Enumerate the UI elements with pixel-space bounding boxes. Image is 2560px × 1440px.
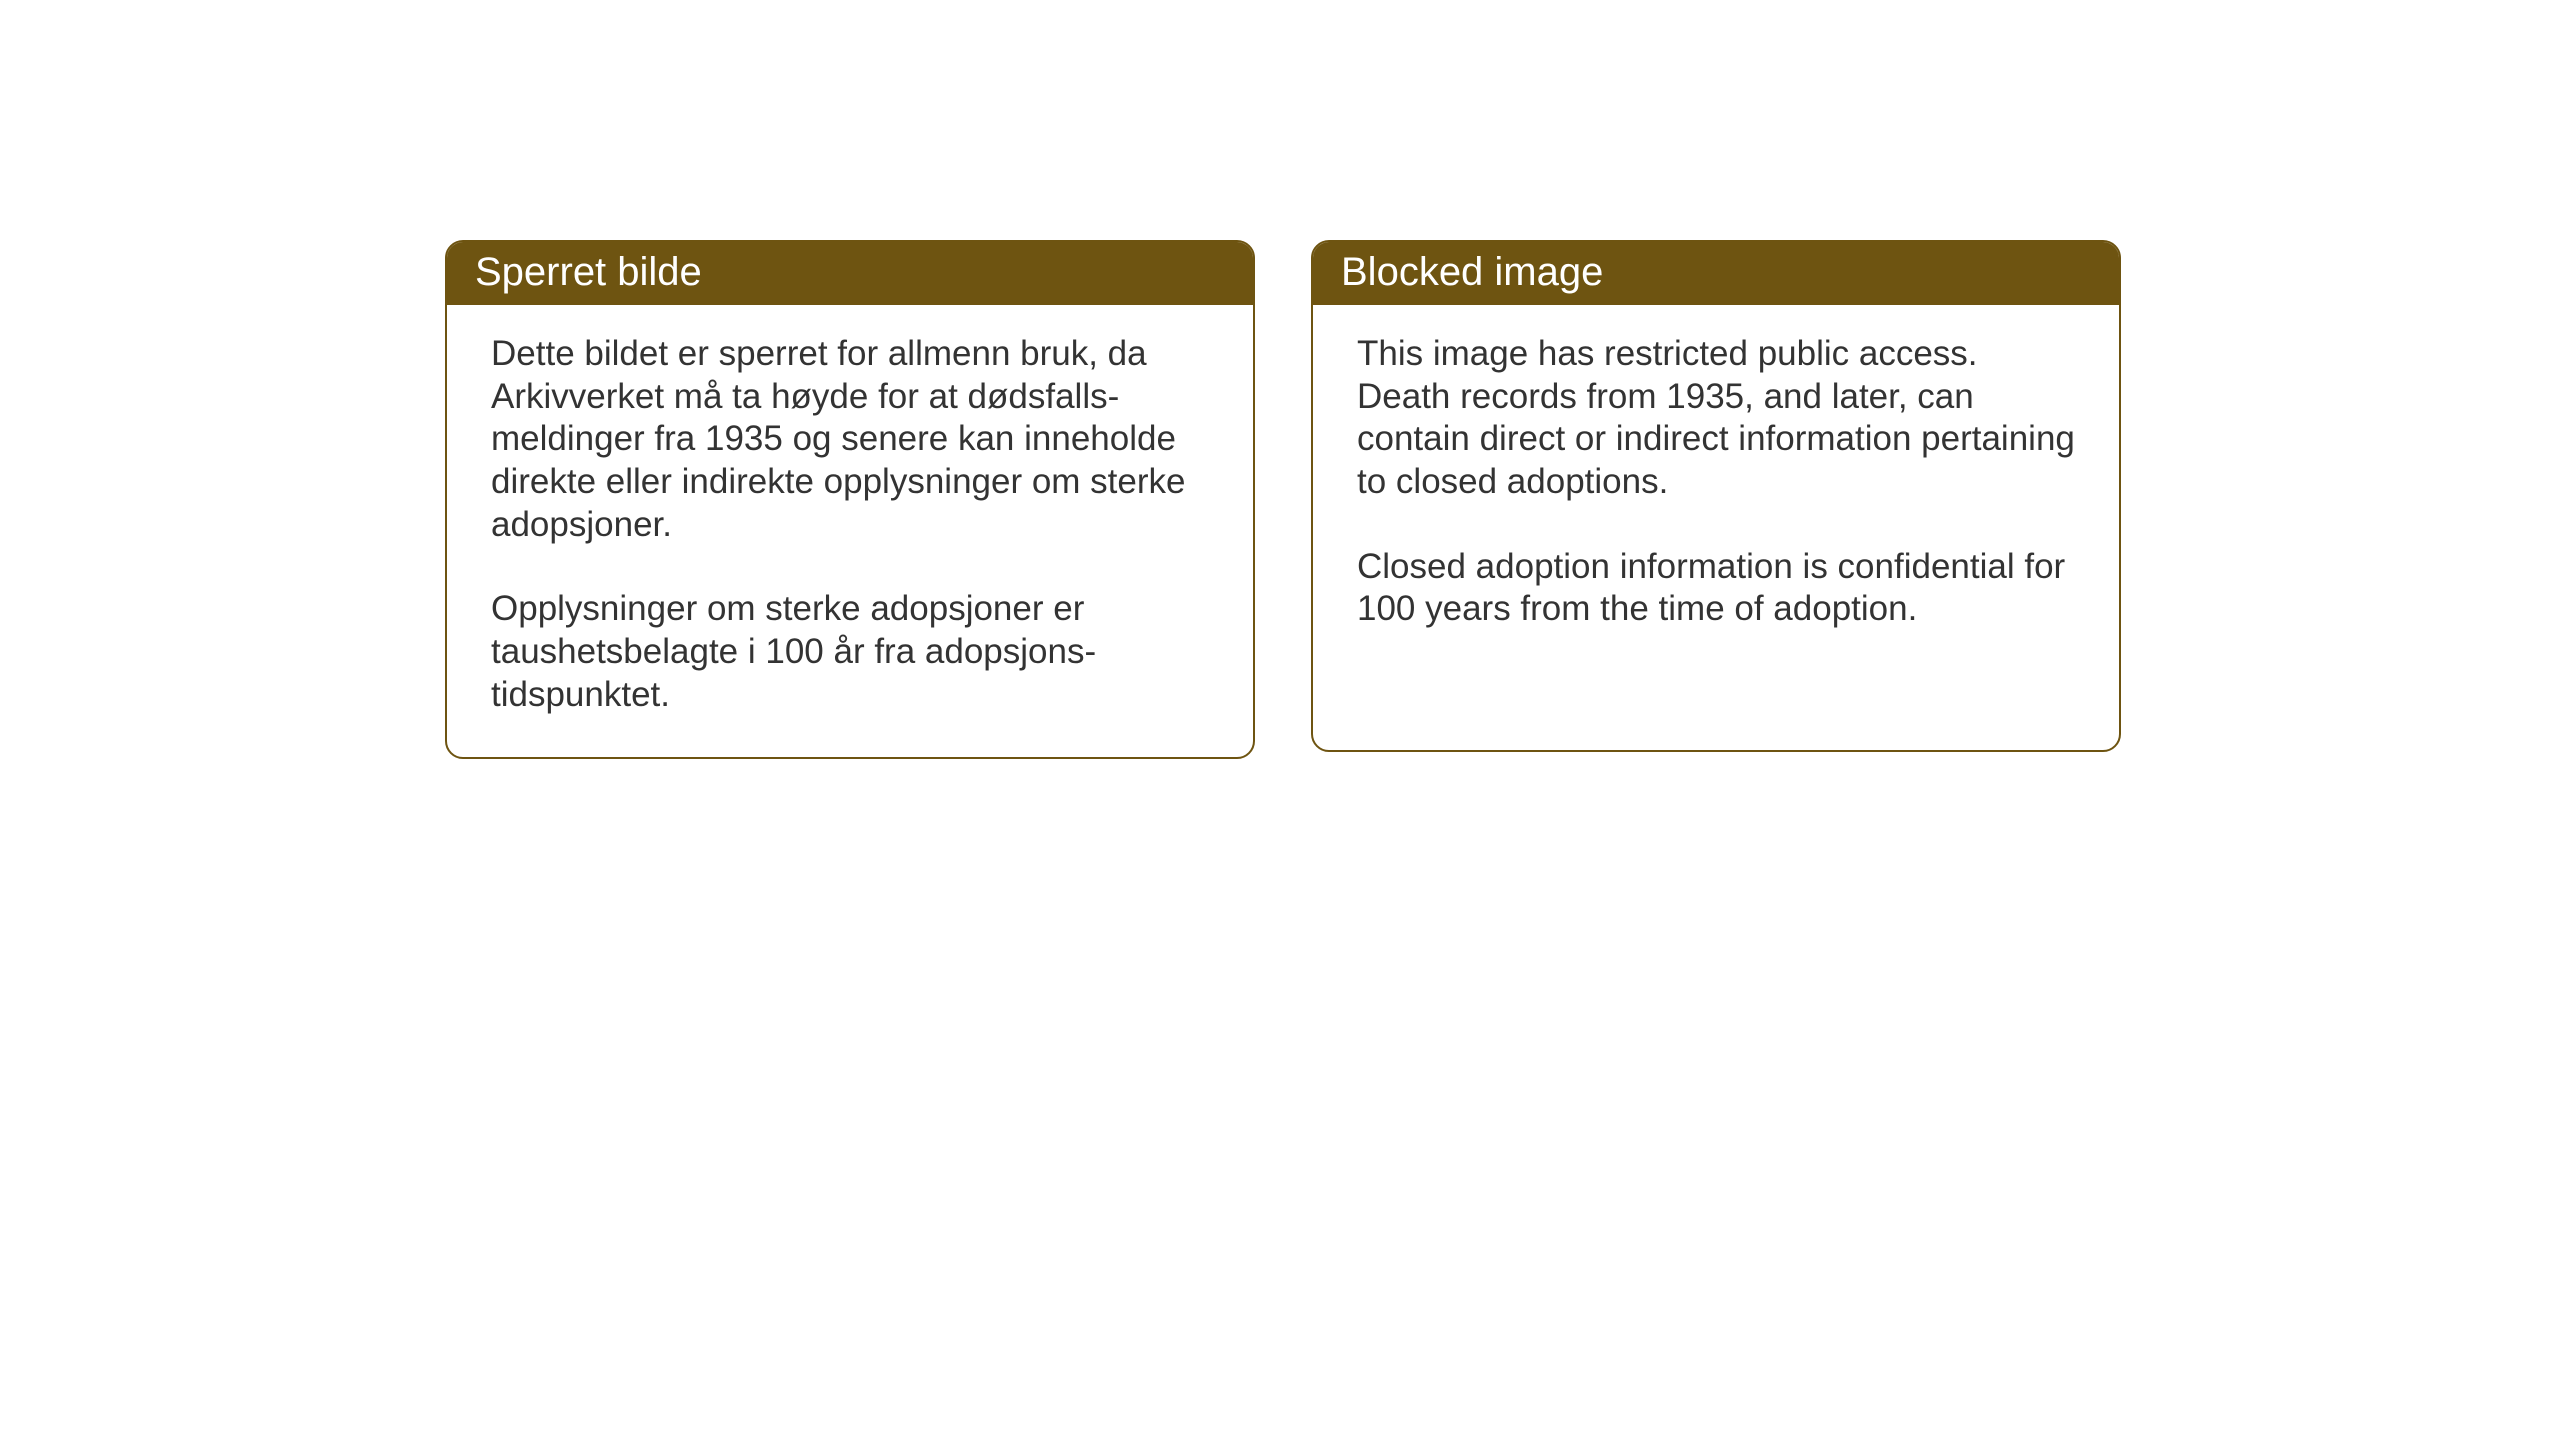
card-body-english: This image has restricted public access.… bbox=[1313, 305, 2119, 671]
card-header-english: Blocked image bbox=[1313, 242, 2119, 305]
card-paragraph-english-2: Closed adoption information is confident… bbox=[1357, 546, 2075, 631]
card-paragraph-norwegian-2: Opplysninger om sterke adopsjoner er tau… bbox=[491, 588, 1209, 716]
card-title-norwegian: Sperret bilde bbox=[475, 250, 702, 294]
card-paragraph-english-1: This image has restricted public access.… bbox=[1357, 333, 2075, 504]
card-norwegian: Sperret bilde Dette bildet er sperret fo… bbox=[445, 240, 1255, 759]
card-paragraph-norwegian-1: Dette bildet er sperret for allmenn bruk… bbox=[491, 333, 1209, 546]
card-body-norwegian: Dette bildet er sperret for allmenn bruk… bbox=[447, 305, 1253, 757]
cards-container: Sperret bilde Dette bildet er sperret fo… bbox=[445, 240, 2121, 759]
card-english: Blocked image This image has restricted … bbox=[1311, 240, 2121, 752]
card-title-english: Blocked image bbox=[1341, 250, 1603, 294]
card-header-norwegian: Sperret bilde bbox=[447, 242, 1253, 305]
